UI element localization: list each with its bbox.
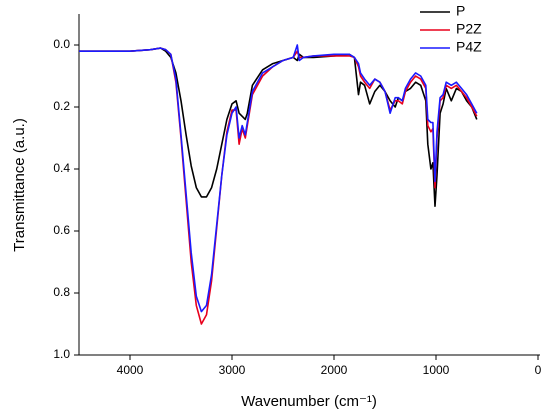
y-tick-label: 0.0 <box>53 37 70 51</box>
series-line <box>79 47 478 325</box>
y-tick-label: 0.4 <box>53 161 70 175</box>
x-tick-label: 4000 <box>117 363 144 377</box>
series-line <box>79 44 478 313</box>
y-tick-label: 0.2 <box>53 99 70 113</box>
x-tick-label: 2000 <box>321 363 348 377</box>
x-tick-label: 3000 <box>219 363 246 377</box>
series-line <box>79 47 478 207</box>
y-tick-label: 0.6 <box>53 223 70 237</box>
legend-label: P2Z <box>456 21 482 37</box>
x-tick-label: 0 <box>535 363 542 377</box>
x-axis-label: Wavenumber (cm⁻¹) <box>241 393 377 410</box>
y-axis-label: Transmittance (a.u.) <box>11 118 28 252</box>
x-tick-label: 1000 <box>423 363 450 377</box>
y-tick-label: 0.8 <box>53 285 70 299</box>
legend-label: P4Z <box>456 39 482 55</box>
y-tick-label: 1.0 <box>53 347 70 361</box>
legend-label: P <box>456 3 465 19</box>
